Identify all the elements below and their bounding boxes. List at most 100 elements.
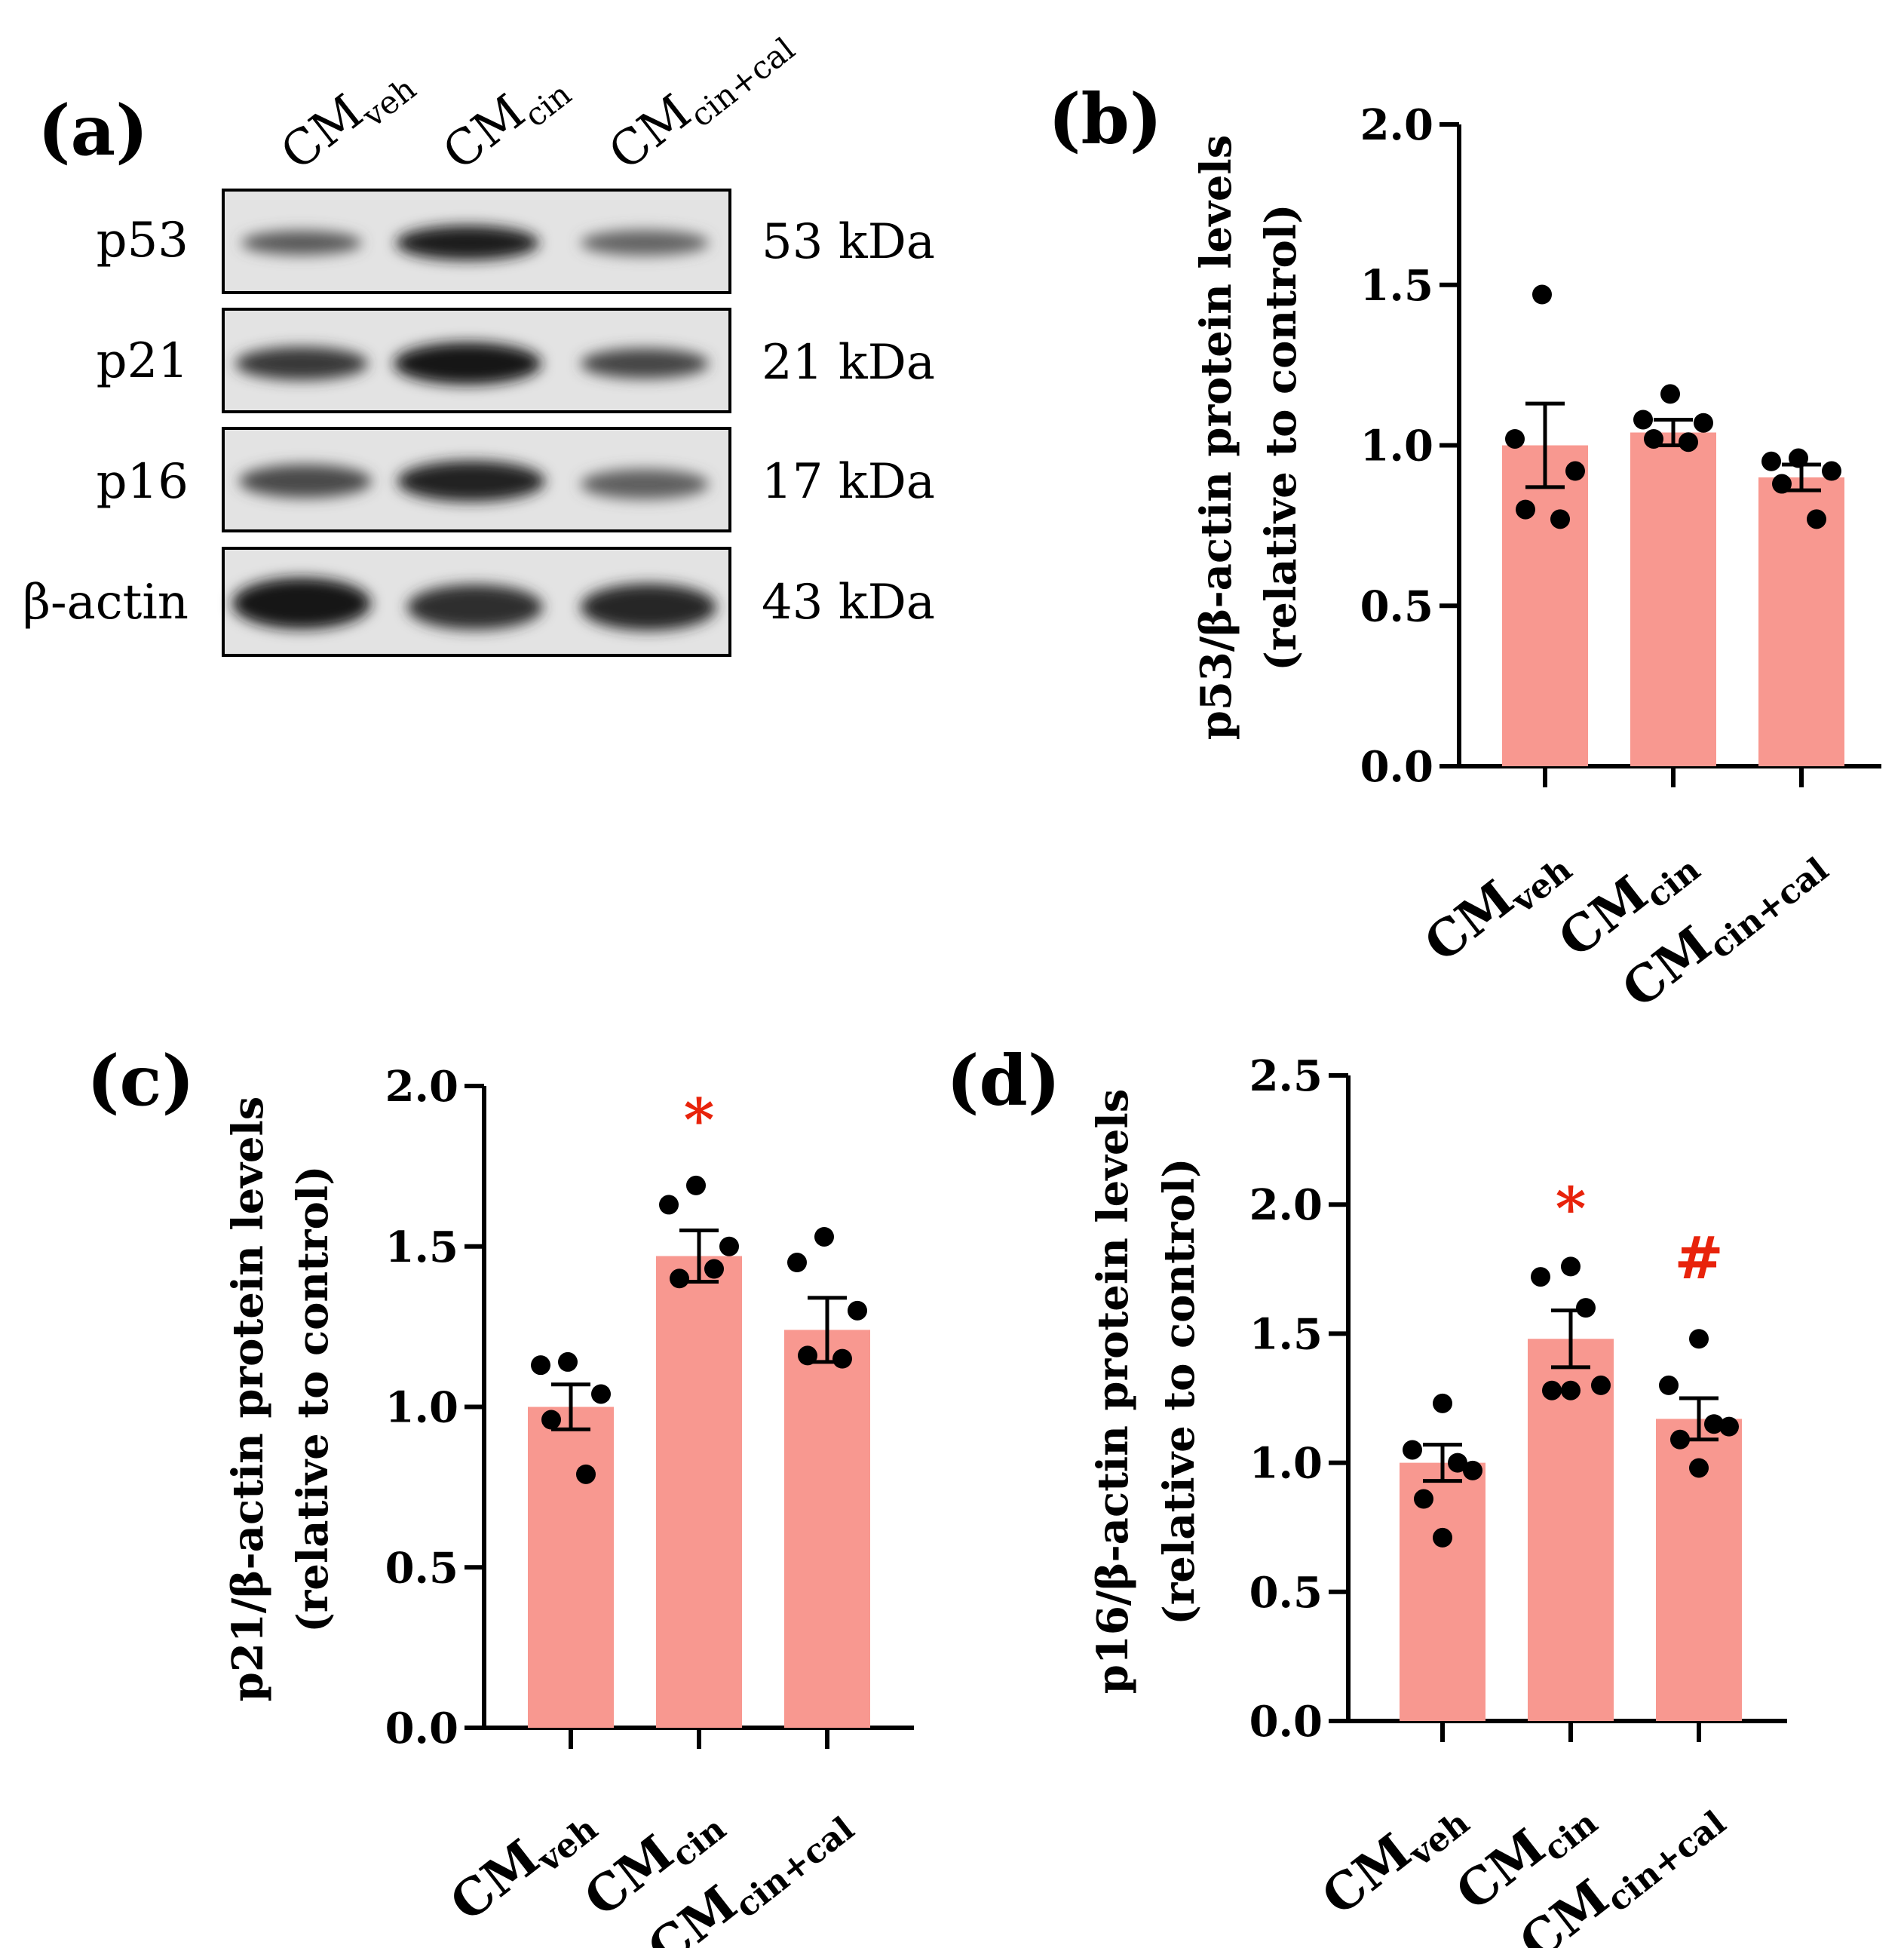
data-point	[1565, 461, 1585, 481]
significance-marker: *	[684, 1086, 715, 1155]
blot-band	[394, 342, 541, 385]
data-point	[1789, 448, 1808, 468]
blot-band	[241, 231, 362, 255]
blot-row-size: 53 kDa	[762, 214, 935, 270]
data-point	[541, 1410, 561, 1430]
blot-row-beta-actin: β-actin 43 kDa	[23, 547, 935, 657]
data-point	[670, 1269, 689, 1289]
significance-marker: #	[1674, 1224, 1723, 1293]
blot-band	[397, 461, 545, 502]
blot-band	[581, 348, 709, 379]
error-bar	[551, 1382, 590, 1431]
y-axis-subtitle: (relative to control)	[1154, 1158, 1204, 1624]
data-point	[832, 1348, 852, 1369]
y-tick-labels: 0.0 0.5 1.0 1.5 2.0	[385, 1062, 458, 1753]
data-point	[1633, 410, 1653, 430]
data-point	[1660, 384, 1680, 404]
chart-marks	[1400, 1256, 1742, 1742]
error-bar	[1423, 1443, 1462, 1483]
blot-band	[239, 465, 372, 498]
data-point	[1561, 1380, 1581, 1400]
bar	[656, 1256, 742, 1728]
data-point	[1433, 1393, 1452, 1413]
y-tick-label: 2.0	[1249, 1180, 1323, 1230]
data-point	[1670, 1429, 1690, 1449]
panel-d-label: (d)	[946, 1040, 1060, 1121]
data-point	[848, 1300, 867, 1321]
data-point	[787, 1253, 807, 1273]
data-point	[1448, 1453, 1467, 1473]
data-point	[1505, 428, 1525, 449]
significance-markers: *	[684, 1086, 715, 1155]
x-category-labels: CMveh CMcin CMcin+cal	[1413, 829, 1836, 1024]
chart-marks	[1502, 284, 1844, 787]
data-point	[1719, 1416, 1739, 1437]
blot-row-p16: p16 17 kDa	[97, 427, 935, 532]
bar	[528, 1407, 614, 1728]
y-tick-label: 2.0	[1360, 100, 1433, 150]
data-point	[1414, 1489, 1433, 1509]
blot-row-size: 43 kDa	[762, 575, 935, 630]
y-tick-labels: 0.0 0.5 1.0 1.5 2.0	[1360, 100, 1433, 792]
y-tick-label: 2.5	[1249, 1051, 1323, 1101]
chart-marks	[528, 1175, 870, 1749]
panel-c-chart: (c) p21/β-actin protein levels (relative…	[87, 1040, 914, 1948]
data-point	[814, 1226, 834, 1247]
y-ticks	[1329, 1073, 1348, 1723]
y-ticks	[1439, 122, 1459, 768]
data-point	[1576, 1298, 1596, 1318]
blot-column-header-veh: CMveh	[271, 49, 423, 187]
blot-band	[407, 584, 543, 630]
data-point	[1679, 432, 1698, 452]
data-point	[1689, 1329, 1709, 1349]
significance-markers: * #	[1556, 1174, 1724, 1293]
x-category-labels: CMveh CMcin CMcin+cal	[1311, 1804, 1733, 1948]
x-category-labels: CMveh CMcin CMcin+cal	[439, 1810, 861, 1948]
data-point	[1531, 1267, 1550, 1287]
y-tick-label: 0.0	[1249, 1697, 1323, 1747]
panel-b-chart: (b) p53/β-actin protein levels (relative…	[1048, 78, 1881, 1024]
data-point	[1822, 461, 1841, 481]
y-axis-subtitle: (relative to control)	[288, 1165, 338, 1632]
data-point	[1403, 1440, 1422, 1460]
x-category-label: CMcin+cal	[1611, 829, 1836, 1024]
y-tick-label: 0.5	[1360, 581, 1433, 631]
blot-row-size: 21 kDa	[762, 335, 935, 391]
blot-row-label: p21	[97, 333, 189, 389]
data-point	[1807, 509, 1826, 529]
data-point	[1550, 509, 1570, 529]
y-tick-label: 1.0	[385, 1383, 458, 1433]
y-axis-title: p16/β-actin protein levels	[1088, 1089, 1138, 1695]
data-point	[1516, 499, 1535, 520]
blot-row-label: β-actin	[23, 575, 189, 630]
blot-band	[581, 469, 709, 499]
data-point	[558, 1351, 578, 1372]
error-bar	[1525, 401, 1565, 489]
data-point	[1772, 474, 1792, 494]
blot-band	[581, 230, 709, 256]
y-tick-label: 1.0	[1249, 1439, 1323, 1489]
data-point	[1689, 1458, 1709, 1478]
y-tick-label: 0.0	[385, 1704, 458, 1753]
blot-band	[396, 225, 539, 260]
data-point	[1463, 1460, 1482, 1480]
y-axis-title: p21/β-actin protein levels	[223, 1097, 273, 1702]
bar	[1400, 1462, 1485, 1721]
data-point	[1704, 1414, 1724, 1434]
data-point	[1532, 284, 1552, 305]
data-point	[798, 1345, 817, 1366]
blot-column-header-cin-cal: CMcin+cal	[599, 10, 802, 188]
panel-c-label: (c)	[87, 1040, 195, 1121]
y-ticks	[465, 1084, 484, 1730]
data-point	[1433, 1527, 1452, 1548]
bar	[1758, 477, 1844, 766]
panel-b-label: (b)	[1048, 78, 1162, 160]
blot-column-header-cin: CMcin	[433, 54, 578, 187]
data-point	[1761, 451, 1781, 471]
x-category-label: CMveh	[1413, 829, 1579, 979]
blot-row-size: 17 kDa	[762, 454, 935, 510]
y-tick-label: 1.5	[1360, 261, 1433, 311]
blot-column-headers: CMveh CMcin CMcin+cal	[271, 10, 802, 188]
significance-marker: *	[1556, 1174, 1587, 1243]
